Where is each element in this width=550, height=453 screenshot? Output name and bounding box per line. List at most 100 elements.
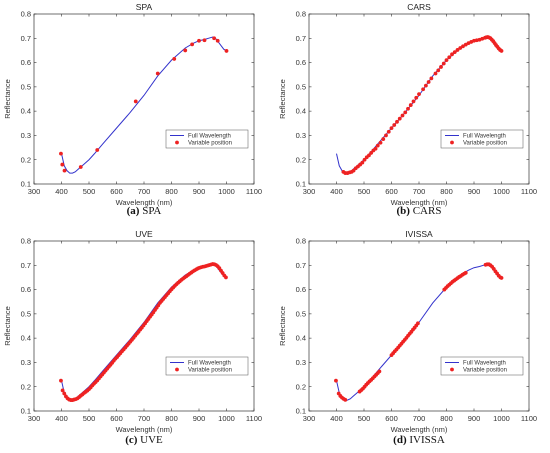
data-point-variable-position <box>499 276 504 280</box>
legend-label: Variable position <box>188 141 232 147</box>
legend-label: Full Wavelength <box>463 361 506 367</box>
x-tick-label: 300 <box>28 187 41 196</box>
data-point-variable-position <box>411 99 416 104</box>
y-tick-label: 0.8 <box>21 10 31 19</box>
data-point-variable-position <box>463 270 468 275</box>
y-tick-label: 0.5 <box>21 82 31 91</box>
legend-box <box>440 129 524 149</box>
caption-label: (d) <box>393 434 407 446</box>
y-axis-label: Reflectance <box>3 306 12 346</box>
x-tick-label: 1000 <box>218 414 235 423</box>
data-point-variable-position <box>378 140 383 145</box>
x-tick-label: 600 <box>110 414 123 423</box>
y-tick-label: 0.4 <box>296 334 306 343</box>
data-point-variable-position <box>172 57 177 61</box>
y-tick-label: 0.1 <box>21 180 31 189</box>
y-tick-label: 0.6 <box>296 58 306 67</box>
y-tick-label: 0.3 <box>21 131 31 140</box>
data-point-variable-position <box>439 65 443 69</box>
data-point-variable-position <box>429 76 434 81</box>
x-tick-label: 1000 <box>218 187 235 196</box>
data-point-variable-position <box>392 123 397 127</box>
data-point-variable-position <box>224 275 228 280</box>
figure-caption: (c) UVE <box>125 434 163 446</box>
data-point-variable-position <box>375 143 380 148</box>
chart-panel: 300 400 500 600 700 800 900 1000 1100 0.1 0.2 0.3 0.… <box>3 2 262 217</box>
chart-panel: 300 400 500 600 700 800 900 1000 1100 0.1 0.2 0.3 0.… <box>278 2 537 217</box>
data-point-variable-position <box>373 146 378 151</box>
data-point-variable-position <box>433 71 438 76</box>
data-point-variable-position <box>95 148 100 152</box>
data-point-variable-position <box>386 129 391 134</box>
x-tick-label: 300 <box>28 414 41 423</box>
data-point-variable-position <box>444 58 449 63</box>
figure-caption: (d) IVISSA <box>393 434 445 446</box>
x-tick-label: 700 <box>413 414 426 423</box>
data-point-variable-position <box>59 378 63 383</box>
chart-panel: 300 400 500 600 700 800 900 1000 1100 0.1 0.2 0.3 0.… <box>3 229 262 446</box>
legend-marker-swatch <box>450 140 454 145</box>
x-tick-label: 400 <box>330 187 343 196</box>
x-tick-label: 400 <box>330 414 343 423</box>
data-point-variable-position <box>224 49 229 53</box>
legend-marker-swatch <box>175 367 179 372</box>
y-tick-label: 0.1 <box>21 407 31 416</box>
x-tick-label: 300 <box>303 187 316 196</box>
data-point-variable-position <box>426 80 431 84</box>
legend-label: Full Wavelength <box>188 361 231 367</box>
x-tick-label: 500 <box>83 414 96 423</box>
x-axis-label: Wavelength (nm) <box>116 198 173 207</box>
data-point-variable-position <box>343 397 348 402</box>
x-tick-label: 900 <box>193 187 206 196</box>
y-tick-label: 0.3 <box>21 358 31 367</box>
x-tick-label: 900 <box>468 414 481 423</box>
x-tick-label: 500 <box>83 187 96 196</box>
plot-frame <box>308 13 530 185</box>
x-axis-label: Wavelength (nm) <box>391 198 448 207</box>
data-point-variable-position <box>403 110 408 115</box>
y-tick-label: 0.2 <box>296 382 306 391</box>
y-tick-label: 0.5 <box>296 82 306 91</box>
data-point-variable-position <box>421 87 426 92</box>
x-tick-label: 900 <box>468 187 481 196</box>
x-tick-label: 1100 <box>246 414 262 423</box>
y-tick-label: 0.4 <box>21 334 31 343</box>
caption-method-name: UVE <box>137 434 163 446</box>
data-point-variable-position <box>334 378 338 383</box>
data-point-variable-position <box>351 168 356 173</box>
x-tick-label: 700 <box>138 187 151 196</box>
data-point-variable-position <box>212 36 217 41</box>
y-tick-label: 0.6 <box>21 285 31 294</box>
data-point-variable-position <box>62 391 67 396</box>
figure-caption: (a) SPA <box>127 205 162 217</box>
caption-label: (a) <box>127 205 140 217</box>
y-tick-label: 0.8 <box>21 237 31 246</box>
x-axis-label: Wavelength (nm) <box>391 425 448 434</box>
plot-frame <box>308 240 530 412</box>
x-tick-label: 800 <box>165 187 178 196</box>
data-point-variable-position <box>155 71 160 76</box>
y-tick-label: 0.7 <box>21 261 31 270</box>
data-point-variable-position <box>202 38 207 43</box>
data-point-variable-position <box>384 133 388 138</box>
data-point-variable-position <box>414 95 419 100</box>
y-tick-label: 0.8 <box>296 237 306 246</box>
data-point-variable-position <box>452 50 457 55</box>
y-tick-label: 0.6 <box>21 58 31 67</box>
caption-label: (c) <box>125 434 138 446</box>
y-tick-label: 0.3 <box>296 358 306 367</box>
data-point-variable-position <box>60 162 65 167</box>
data-point-variable-position <box>215 38 220 43</box>
data-point-variable-position <box>183 48 188 53</box>
y-tick-label: 0.2 <box>296 155 306 164</box>
x-tick-label: 1100 <box>521 187 537 196</box>
data-point-variable-position <box>455 48 460 52</box>
x-axis-label: Wavelength (nm) <box>116 425 173 434</box>
y-tick-label: 0.2 <box>21 382 31 391</box>
data-point-variable-position <box>389 126 394 131</box>
data-point-variable-position <box>461 44 465 49</box>
data-point-variable-position <box>190 42 195 47</box>
legend-label: Variable position <box>463 141 507 147</box>
data-point-variable-position <box>406 106 410 111</box>
y-axis-label: Reflectance <box>278 306 287 346</box>
